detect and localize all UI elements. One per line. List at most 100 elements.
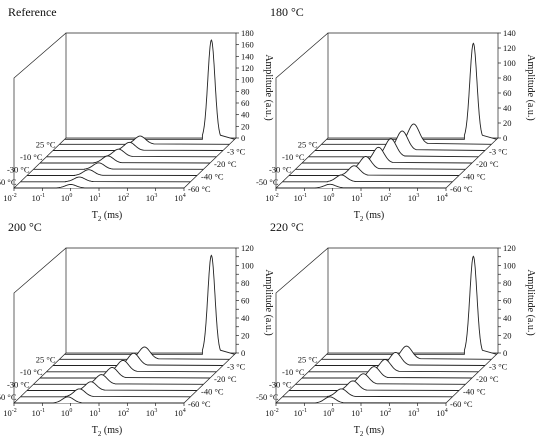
series-curve — [276, 396, 447, 404]
y-axis-title: Amplitude (a.u.) — [525, 269, 536, 335]
y-tick-label: 100 — [503, 261, 516, 271]
y-tick-label: 40 — [503, 103, 512, 113]
x-tick-label: 101 — [351, 193, 363, 203]
temperature-label: -30 °C — [269, 164, 292, 174]
x-tick-label: 100 — [323, 408, 335, 418]
y-tick-label: 40 — [241, 110, 250, 120]
x-tick-label: 10-1 — [32, 408, 46, 418]
y-axis-title: Amplitude (a.u.) — [525, 54, 536, 120]
y-tick-label: 60 — [503, 296, 512, 306]
x-tick-label: 104 — [436, 408, 448, 418]
series-curve — [315, 130, 486, 151]
chart-panel-2: 180 °C 10-2 10-1 100 101 102 103 104 T2 (ms) 0 20 4… — [256, 5, 536, 223]
series-curve — [282, 388, 453, 398]
x-tick-label: 100 — [323, 193, 335, 203]
axes-frame — [13, 247, 237, 404]
temperature-label: -40 °C — [201, 387, 224, 397]
x-tick-label: 103 — [408, 193, 420, 203]
y-tick-label: 40 — [241, 313, 250, 323]
y-tick-label: 140 — [503, 28, 516, 38]
chart-title: 200 °C — [8, 220, 42, 234]
temperature-label: 25 °C — [298, 139, 318, 149]
x-tick-label: 101 — [351, 408, 363, 418]
x-tick-label: 102 — [380, 408, 392, 418]
temperature-label: 25 °C — [298, 354, 318, 364]
series-curve — [46, 148, 217, 158]
temperature-label: -50 °C — [0, 177, 17, 187]
axes-frame — [275, 247, 499, 404]
x-tick-label: 101 — [89, 193, 101, 203]
temperature-label: -20 °C — [476, 374, 499, 384]
x-axis-title: T2 (ms) — [354, 425, 384, 438]
y-tick-label: 100 — [241, 261, 254, 271]
y-tick-label: 60 — [241, 98, 250, 108]
temperature-label: -3 °C — [227, 362, 246, 372]
y-axis-title: Amplitude (a.u.) — [263, 269, 274, 335]
temperature-label: 25 °C — [36, 139, 56, 149]
temperature-label: -60 °C — [188, 184, 211, 194]
x-tick-label: 103 — [146, 408, 158, 418]
y-tick-label: 140 — [241, 51, 254, 61]
axes-frame — [13, 32, 237, 189]
temperature-label: -40 °C — [201, 172, 224, 182]
temperature-label: -50 °C — [0, 392, 17, 402]
y-tick-label: 80 — [503, 73, 512, 83]
y-tick-label: 0 — [503, 133, 507, 143]
y-tick-label: 120 — [241, 243, 254, 253]
series-curve — [33, 162, 204, 170]
temperature-label: -20 °C — [214, 374, 237, 384]
temperature-label: 25 °C — [36, 354, 56, 364]
x-tick-label: 10-2 — [3, 193, 17, 203]
x-tick-label: 10-1 — [294, 408, 308, 418]
x-axis-title: T2 (ms) — [92, 425, 122, 438]
x-axis-title: T2 (ms) — [92, 210, 122, 223]
y-tick-label: 60 — [503, 88, 512, 98]
temperature-label: -20 °C — [214, 159, 237, 169]
chart-title: 180 °C — [270, 5, 304, 19]
series-curve-free-water — [64, 254, 235, 355]
y-tick-label: 120 — [503, 43, 516, 53]
x-tick-label: 103 — [408, 408, 420, 418]
y-tick-label: 80 — [503, 278, 512, 288]
y-tick-label: 20 — [241, 121, 250, 131]
temperature-label: -50 °C — [256, 177, 279, 187]
x-axis-title: T2 (ms) — [354, 210, 384, 223]
x-tick-label: 101 — [89, 408, 101, 418]
series-curve — [40, 155, 211, 164]
temperature-label: -30 °C — [7, 379, 30, 389]
x-tick-label: 104 — [174, 193, 186, 203]
y-tick-label: 20 — [503, 118, 512, 128]
chart-panel-1: Reference 10-2 10-1 100 101 102 103 104 T2 (ms) 0… — [0, 5, 274, 223]
y-tick-label: 60 — [241, 296, 250, 306]
chart-title: 220 °C — [270, 220, 304, 234]
y-tick-label: 0 — [241, 133, 245, 143]
y-tick-label: 120 — [503, 243, 516, 253]
x-tick-label: 103 — [146, 193, 158, 203]
temperature-label: -10 °C — [282, 152, 305, 162]
temperature-label: -60 °C — [450, 399, 473, 409]
temperature-label: -3 °C — [489, 147, 508, 157]
temperature-label: -20 °C — [476, 159, 499, 169]
series-curve — [14, 396, 185, 404]
series-curve-free-water — [326, 42, 497, 140]
x-tick-label: 10-2 — [3, 408, 17, 418]
temperature-label: -10 °C — [20, 152, 43, 162]
y-tick-label: 20 — [503, 331, 512, 341]
series-curve-free-water — [64, 39, 235, 140]
temperature-label: -60 °C — [188, 399, 211, 409]
x-tick-label: 10-2 — [265, 408, 279, 418]
temperature-label: -50 °C — [256, 392, 279, 402]
y-tick-label: 20 — [241, 331, 250, 341]
series-curve — [289, 165, 460, 176]
temperature-label: -10 °C — [20, 367, 43, 377]
x-tick-label: 10-1 — [32, 193, 46, 203]
chart-panel-3: 200 °C 10-2 10-1 100 101 102 103 104 T2 (ms) 0 20 4… — [0, 220, 274, 438]
y-tick-label: 160 — [241, 40, 254, 50]
y-tick-label: 120 — [241, 63, 254, 73]
x-tick-label: 102 — [118, 408, 130, 418]
series-curve — [14, 184, 185, 189]
temperature-label: -3 °C — [489, 362, 508, 372]
temperature-label: -10 °C — [282, 367, 305, 377]
y-axis-title: Amplitude (a.u.) — [263, 54, 274, 120]
